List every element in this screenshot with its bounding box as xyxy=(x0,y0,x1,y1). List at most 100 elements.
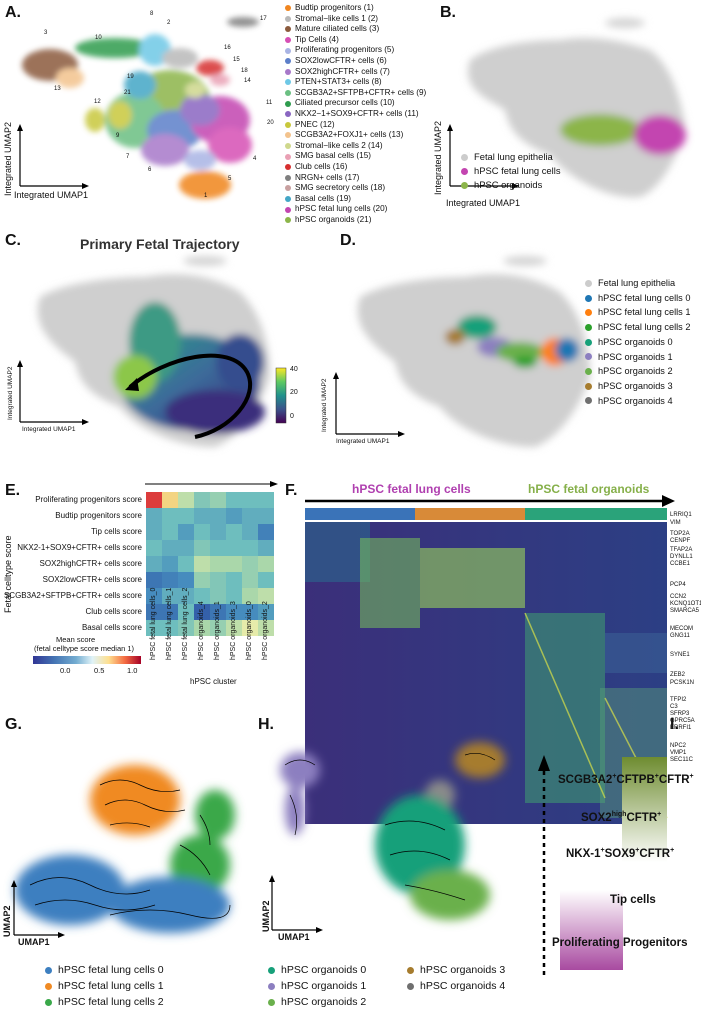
heatmap-cell xyxy=(226,524,242,540)
legend-marker-icon xyxy=(585,397,592,405)
heatmap-cell xyxy=(258,508,274,524)
cluster-num-8: 8 xyxy=(150,11,154,17)
panel-c-colorbar xyxy=(275,367,287,424)
panel-a-xlabel: Integrated UMAP1 xyxy=(14,190,89,200)
gene-label: C3 xyxy=(670,704,678,710)
legend-marker-icon xyxy=(285,132,291,139)
legend-marker-icon xyxy=(461,153,468,161)
panel-g-axes xyxy=(11,880,65,938)
cluster-num-1: 1 xyxy=(204,193,208,199)
cluster-num-9: 9 xyxy=(116,133,120,139)
heatmap-cell xyxy=(210,572,226,588)
legend-a-item: SMG secretory cells (18) xyxy=(285,183,426,194)
legend-a-item-label: Basal cells (19) xyxy=(295,193,351,203)
panel-f-label: F. xyxy=(285,482,298,499)
legend-d-item-label: hPSC organoids 3 xyxy=(598,380,673,391)
cbar-e-tick-0: 0.0 xyxy=(60,666,71,675)
legend-d-item: hPSC fetal lung cells 2 xyxy=(585,320,690,335)
panel-c-umap xyxy=(37,256,270,447)
cluster-num-4: 4 xyxy=(253,156,257,162)
heatmap-cell xyxy=(178,492,194,508)
heatmap-cell xyxy=(242,556,258,572)
legend-g-item-label: hPSC fetal lung cells 2 xyxy=(58,996,164,1008)
gene-label: CCN2 xyxy=(670,594,687,600)
heatmap-cell xyxy=(178,620,194,636)
legend-marker-icon xyxy=(285,15,291,22)
heatmap-row-label: NKX2-1+SOX9+CFTR+ cells score xyxy=(17,543,142,552)
heatmap-cell xyxy=(226,540,242,556)
cbar-c-tick-20: 20 xyxy=(290,389,298,396)
legend-a-item-label: Stromal−like cells 2 (14) xyxy=(295,140,383,150)
heatmap-cell xyxy=(146,556,162,572)
legend-marker-icon xyxy=(285,164,291,171)
heatmap-cell xyxy=(146,508,162,524)
legend-marker-icon xyxy=(285,26,291,33)
legend-marker-icon xyxy=(45,982,52,990)
legend-a-item: hPSC organoids (21) xyxy=(285,215,426,226)
heatmap-cell xyxy=(178,588,194,604)
heatmap-cell xyxy=(226,620,242,636)
heatmap-cell xyxy=(162,524,178,540)
cluster-num-5: 5 xyxy=(228,176,232,182)
heatmap-cell xyxy=(242,620,258,636)
legend-a-item: Basal cells (19) xyxy=(285,194,426,205)
heatmap-cell xyxy=(194,588,210,604)
legend-a-item: NRGN+ cells (17) xyxy=(285,173,426,184)
legend-g-item: hPSC fetal lung cells 2 xyxy=(45,994,164,1010)
legend-a-item-label: hPSC organoids (21) xyxy=(295,214,372,224)
legend-marker-icon xyxy=(585,382,592,390)
panel-c-xlabel: Integrated UMAP1 xyxy=(22,426,76,433)
heatmap-cell xyxy=(258,604,274,620)
cluster-num-14: 14 xyxy=(244,78,251,84)
heatmap-cell xyxy=(162,492,178,508)
panel-b-umap xyxy=(468,18,686,198)
legend-d-item: hPSC organoids 4 xyxy=(585,394,690,409)
legend-h-item: hPSC organoids 1 xyxy=(268,978,366,994)
legend-d-item: hPSC organoids 3 xyxy=(585,379,690,394)
legend-a-item: Mature ciliated cells (3) xyxy=(285,24,426,35)
legend-a-item-label: SMG basal cells (15) xyxy=(295,151,371,161)
panel-c-title: Primary Fetal Trajectory xyxy=(80,236,240,252)
heatmap-cell xyxy=(258,556,274,572)
heatmap-cell xyxy=(162,588,178,604)
gene-label: SEC11C xyxy=(670,757,693,763)
panel-d-ylabel: Integrated UMAP2 xyxy=(321,378,328,432)
heatmap-col-label: hPSC fetal lung cells_2 xyxy=(182,587,189,660)
legend-marker-icon xyxy=(285,79,291,86)
heatmap-cell xyxy=(162,604,178,620)
heatmap-col-label: hPSC fetal lung cells_0 xyxy=(150,587,157,660)
panel-i-label: I. xyxy=(670,716,679,733)
legend-marker-icon xyxy=(285,185,291,192)
heatmap-cell xyxy=(146,572,162,588)
heatmap-cell xyxy=(226,588,242,604)
gene-label: SFRP3 xyxy=(670,711,690,717)
heatmap-cell xyxy=(162,540,178,556)
panel-i-graphic xyxy=(538,755,667,975)
legend-h-item-label: hPSC organoids 3 xyxy=(420,964,506,976)
legend-a-item: PTEN+STAT3+ cells (8) xyxy=(285,77,426,88)
heatmap-cell xyxy=(242,604,258,620)
heatmap-row-label: SCGB3A2+SFTPB+CFTR+ cells score xyxy=(3,591,142,600)
legend-g-item: hPSC fetal lung cells 0 xyxy=(45,962,164,978)
gene-label: DYNLL1 xyxy=(670,554,693,560)
gene-label: GPRC5A xyxy=(670,718,695,724)
legend-marker-icon xyxy=(268,982,275,990)
legend-a-item: SOX2highCFTR+ cells (7) xyxy=(285,67,426,78)
cluster-num-2: 2 xyxy=(167,20,171,26)
gene-label: VMP1 xyxy=(670,750,687,756)
legend-g-item-label: hPSC fetal lung cells 0 xyxy=(58,964,164,976)
legend-marker-icon xyxy=(285,206,291,213)
legend-a-item-label: SOX2highCFTR+ cells (7) xyxy=(295,66,390,76)
heatmap-cell xyxy=(226,556,242,572)
legend-marker-icon xyxy=(285,217,291,224)
legend-a-item: Tip Cells (4) xyxy=(285,35,426,46)
cluster-num-20: 20 xyxy=(267,120,274,126)
legend-h-item-label: hPSC organoids 1 xyxy=(281,980,367,992)
cluster-num-16: 16 xyxy=(224,45,231,51)
gene-label: TOP2A xyxy=(670,531,690,537)
heatmap-cell xyxy=(210,588,226,604)
legend-d-item-label: Fetal lung epithelia xyxy=(598,278,676,288)
legend-h-item-label: hPSC organoids 4 xyxy=(420,980,506,992)
gene-label: CENPF xyxy=(670,538,691,544)
legend-marker-icon xyxy=(285,100,291,107)
